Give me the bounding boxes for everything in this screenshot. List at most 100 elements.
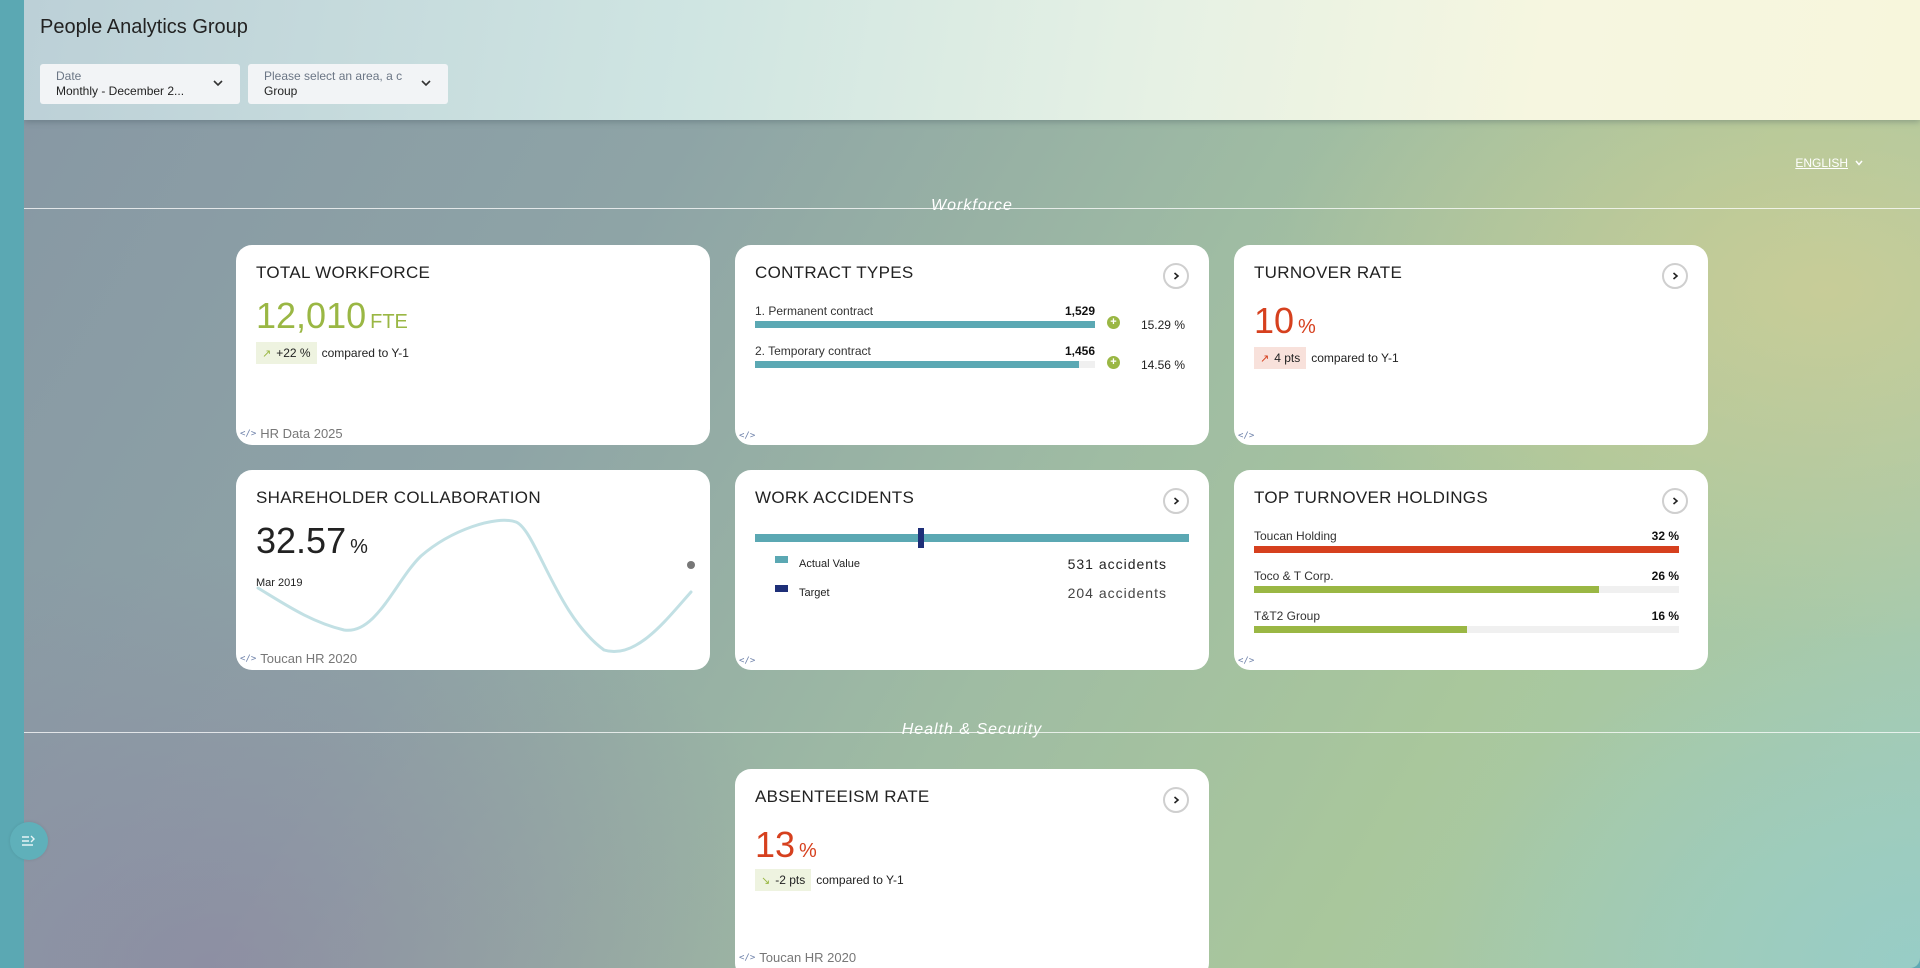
code-icon: </> — [739, 431, 756, 441]
code-icon: </> — [739, 656, 756, 666]
area-filter-value: Group — [264, 84, 298, 98]
row-label: T&T2 Group — [1254, 609, 1321, 623]
kpi-number: 13 — [755, 824, 796, 865]
section-divider — [24, 208, 1920, 209]
row-percent: 15.29 % — [1140, 318, 1185, 332]
row-value: 1,456 — [1065, 344, 1096, 358]
source-footer: </> HR Data 2025 — [240, 426, 343, 441]
bullet-bar-actual — [755, 534, 1189, 542]
open-detail-button[interactable] — [1163, 263, 1189, 289]
legend-swatch — [775, 585, 788, 592]
area-filter[interactable]: Please select an area, a c Group — [248, 64, 448, 104]
kpi-number: 32.57 — [256, 520, 347, 561]
sparkline-date: Mar 2019 — [256, 577, 303, 589]
delta-compare: compared to Y-1 — [816, 873, 904, 887]
delta-badge: ↗ +22 % — [256, 342, 317, 364]
open-detail-button[interactable] — [1163, 488, 1189, 514]
open-detail-button[interactable] — [1662, 263, 1688, 289]
row-label: 2. Temporary contract — [755, 344, 871, 358]
section-title-workforce: Workforce — [24, 197, 1920, 215]
source-footer: </> Toucan HR 2020 — [739, 950, 856, 965]
chevron-down-icon — [421, 80, 431, 87]
chevron-right-icon — [1173, 272, 1180, 280]
source-footer: </> — [1238, 431, 1254, 441]
area-filter-label: Please select an area, a c — [264, 69, 403, 83]
language-label: ENGLISH — [1795, 156, 1848, 170]
source-footer: </> — [1238, 656, 1254, 666]
language-selector[interactable]: ENGLISH — [1795, 156, 1864, 170]
bar-fill — [1254, 586, 1600, 593]
card-turnover-rate: TURNOVER RATE 10% ↗ 4 pts compared to Y-… — [1234, 245, 1708, 445]
card-absenteeism-rate: ABSENTEEISM RATE 13% ↘ -2 pts compared t… — [735, 769, 1209, 968]
source-label: Toucan HR 2020 — [260, 651, 358, 666]
section-title-text: Health & Security — [901, 721, 1043, 738]
delta-compare: compared to Y-1 — [1311, 351, 1399, 365]
bar-track — [1254, 586, 1679, 593]
header: People Analytics Group Date Monthly - De… — [24, 0, 1920, 120]
kpi-unit: % — [1298, 316, 1316, 338]
kpi-delta: ↗ 4 pts compared to Y-1 — [1254, 347, 1399, 369]
bullet-target-marker — [918, 528, 924, 548]
arrow-down-right-icon: ↘ — [761, 874, 771, 887]
kpi-unit: FTE — [370, 311, 408, 333]
sidebar-toggle-button[interactable] — [10, 822, 48, 860]
kpi-unit: % — [350, 536, 368, 558]
sparkline-chart — [256, 518, 695, 653]
legend-value: 531 accidents — [1067, 556, 1167, 572]
date-filter-value: Monthly - December 2... — [56, 84, 185, 98]
delta-value: 4 pts — [1274, 351, 1301, 365]
kpi-value: 12,010 FTE — [256, 295, 408, 337]
legend-value: 204 accidents — [1067, 585, 1167, 601]
chevron-down-icon — [1855, 160, 1863, 166]
chevron-right-icon — [1672, 497, 1679, 505]
delta-badge: ↘ -2 pts — [755, 869, 812, 891]
code-icon: </> — [1238, 431, 1255, 441]
open-detail-button[interactable] — [1163, 787, 1189, 813]
card-title: SHAREHOLDER COLLABORATION — [256, 488, 541, 507]
card-title: TOTAL WORKFORCE — [256, 263, 431, 282]
bar-fill — [755, 361, 1079, 368]
source-label: HR Data 2025 — [260, 426, 343, 441]
date-filter[interactable]: Date Monthly - December 2... — [40, 64, 240, 104]
page-title: People Analytics Group — [40, 16, 248, 38]
section-title-text: Workforce — [931, 197, 1013, 214]
open-detail-button[interactable] — [1662, 488, 1688, 514]
source-label: Toucan HR 2020 — [759, 950, 857, 965]
kpi-value: 10% — [1254, 300, 1316, 342]
source-footer: </> Toucan HR 2020 — [240, 651, 357, 666]
code-icon: </> — [739, 952, 756, 963]
card-title: CONTRACT TYPES — [755, 263, 914, 282]
card-title: TURNOVER RATE — [1254, 263, 1403, 282]
row-label: 1. Permanent contract — [755, 304, 874, 318]
source-footer: </> — [739, 656, 755, 666]
sparkline-endpoint — [687, 561, 695, 569]
section-title-health-security: Health & Security — [24, 721, 1920, 739]
bar-track — [1254, 626, 1679, 633]
card-title: WORK ACCIDENTS — [755, 488, 915, 507]
date-filter-label: Date — [56, 69, 82, 83]
legend-swatch — [775, 556, 788, 563]
legend-label: Actual Value — [799, 558, 860, 570]
sidebar-strip — [0, 0, 24, 968]
bar-track — [755, 361, 1095, 368]
card-title: TOP TURNOVER HOLDINGS — [1254, 488, 1488, 507]
arrow-up-right-icon: ↗ — [262, 347, 272, 360]
kpi-number: 12,010 — [256, 295, 367, 336]
chevron-down-icon — [213, 80, 223, 87]
card-shareholder-collaboration: SHAREHOLDER COLLABORATION 32.57% Mar 201… — [236, 470, 710, 670]
card-title: ABSENTEEISM RATE — [755, 787, 930, 806]
source-footer: </> — [739, 431, 755, 441]
delta-compare: compared to Y-1 — [321, 346, 409, 360]
kpi-value: 32.57% — [256, 520, 368, 562]
card-work-accidents: WORK ACCIDENTS Actual Value 531 accident… — [735, 470, 1209, 670]
bar-track — [755, 321, 1095, 328]
chevron-right-icon — [1173, 497, 1180, 505]
code-icon: </> — [1238, 656, 1255, 666]
row-label: Toucan Holding — [1254, 529, 1337, 543]
arrow-up-right-icon: ↗ — [1260, 352, 1270, 365]
delta-value: +22 % — [276, 346, 311, 360]
kpi-delta: ↗ +22 % compared to Y-1 — [256, 342, 409, 364]
code-icon: </> — [240, 428, 257, 439]
row-label: Toco & T Corp. — [1254, 569, 1334, 583]
row-value: 1,529 — [1065, 304, 1096, 318]
